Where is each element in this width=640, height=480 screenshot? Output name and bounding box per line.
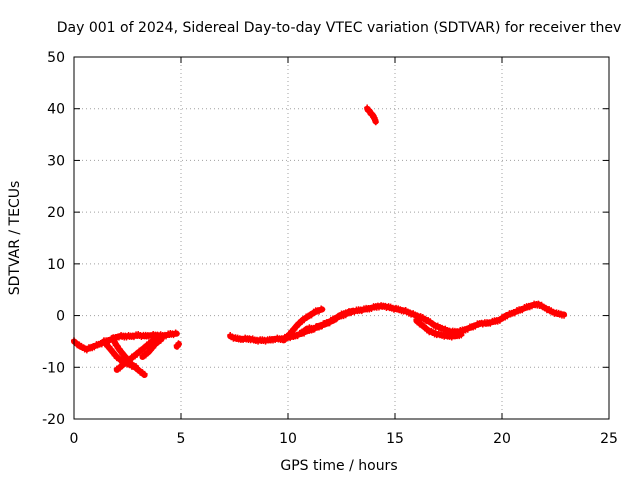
data-point [117,346,124,353]
y-tick-label: -20 [42,412,65,428]
x-tick-label: 25 [600,431,618,447]
x-tick-label: 15 [386,431,404,447]
series-rising-arc-2 [297,307,356,337]
chart-title: Day 001 of 2024, Sidereal Day-to-day VTE… [57,20,621,36]
data-point [103,340,110,347]
x-tick-label: 5 [177,431,186,447]
series-short-segment [173,340,182,350]
data-point [108,346,115,353]
data-point [561,312,568,319]
data-point [172,329,179,336]
y-tick-label: 40 [47,102,65,118]
data-point [173,330,180,337]
series-arc-d [139,335,165,360]
y-tick-label: 20 [47,205,65,221]
data-point [318,305,325,312]
x-tick-label: 0 [70,431,79,447]
series-main-baseline-early [71,329,180,354]
data-point [141,370,148,377]
data-point [349,307,356,314]
plot-frame [73,56,610,420]
x-tick-label: 10 [279,431,297,447]
data-point [109,334,116,341]
data-point [140,371,147,378]
series-outlier-cluster [364,104,379,126]
data-point [114,343,121,350]
series-rising-arc-1 [280,305,326,344]
data-point [133,363,140,370]
y-tick-label: 10 [47,257,65,273]
y-tick-label: -10 [42,360,65,376]
series-dip-band [413,316,465,341]
data-point [372,119,379,126]
data-point [158,335,165,342]
grid [74,57,609,419]
data-point [175,341,182,348]
data-point [457,331,464,338]
series-arc-c [113,333,165,373]
y-tick-label: 0 [56,309,65,325]
y-tick-label: 30 [47,153,65,169]
data-point [458,332,465,339]
y-tick-label: 50 [47,50,65,66]
x-axis-label: GPS time / hours [280,458,397,474]
data-point [110,349,117,356]
y-axis-label: SDTVAR / TECUs [7,181,23,296]
ticks: 0 5 10 15 20 25 -20 -10 0 10 20 30 40 50 [42,50,618,447]
data-point [319,306,326,313]
x-tick-label: 20 [493,431,511,447]
data-point [111,338,118,345]
data-point [100,337,107,344]
data-layer [71,104,568,379]
data-point [119,349,126,356]
